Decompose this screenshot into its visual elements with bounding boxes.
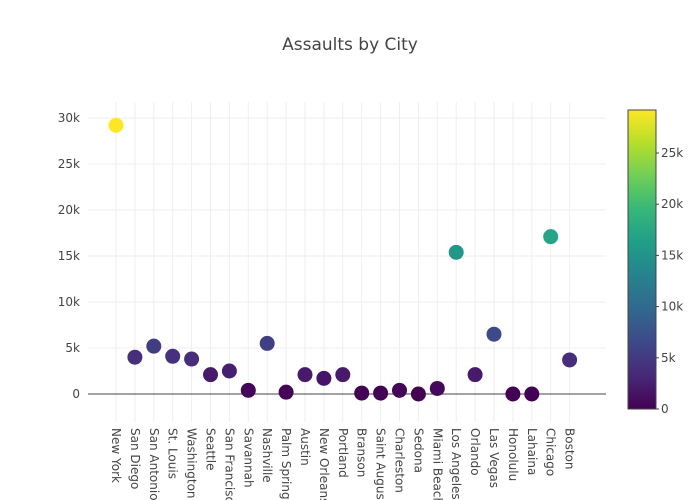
x-tick-label: Las Vegas (487, 428, 501, 488)
x-tick-label: Branson (355, 428, 369, 477)
data-point[interactable] (335, 367, 351, 383)
x-tick-label: Los Angeles (449, 428, 463, 500)
x-tick-label: Chicago (544, 428, 558, 476)
y-tick-label: 5k (65, 341, 80, 355)
x-tick-label: Portland (336, 428, 350, 478)
x-tick-label: Palm Springs (279, 428, 293, 500)
colorbar-tick-label: 10k (661, 300, 683, 314)
y-tick-label: 15k (58, 249, 80, 263)
x-tick-label: Boston (563, 428, 577, 469)
x-tick-label: Miami Beach (430, 428, 444, 500)
data-point[interactable] (203, 367, 218, 383)
data-point[interactable] (316, 370, 332, 386)
x-tick-label: Savannah (241, 428, 255, 488)
y-tick-label: 0 (72, 387, 80, 401)
y-axis-ticks: 0 5k 10k 15k 20k 25k 30k (58, 111, 80, 401)
data-point[interactable] (562, 352, 578, 368)
data-point[interactable] (354, 385, 370, 401)
x-tick-label: Orlando (468, 428, 482, 476)
x-tick-label: Saint Augustine (374, 428, 388, 500)
colorbar-tick-label: 20k (661, 197, 683, 211)
data-point[interactable] (221, 363, 237, 379)
data-point[interactable] (297, 367, 313, 383)
data-point[interactable] (429, 380, 445, 396)
y-tick-label: 30k (58, 111, 80, 125)
data-point[interactable] (259, 335, 275, 351)
y-tick-label: 25k (58, 157, 80, 171)
data-point[interactable] (486, 326, 502, 342)
colorbar: 0 5k 10k 15k 20k 25k (627, 109, 683, 416)
colorbar-tick-label: 25k (661, 146, 683, 160)
x-tick-label: Sedona (411, 428, 425, 473)
x-tick-label: San Antonio (147, 428, 161, 500)
data-point[interactable] (524, 386, 540, 402)
x-tick-label: New York (109, 428, 123, 483)
x-tick-label: San Francisco (222, 428, 236, 500)
x-tick-label: St. Louis (166, 428, 180, 479)
x-axis-ticks: New York San Diego San Antonio St. Louis Was… (109, 428, 577, 500)
x-tick-label: Nashville (260, 428, 274, 483)
data-point[interactable] (543, 229, 559, 245)
x-tick-label: Honolulu (506, 428, 520, 481)
x-tick-label: Lahaina (525, 428, 539, 475)
data-point[interactable] (410, 386, 426, 402)
grid-layer (88, 102, 606, 422)
data-point[interactable] (467, 367, 483, 383)
data-point[interactable] (448, 244, 464, 260)
colorbar-tick-label: 0 (661, 402, 669, 416)
colorbar-tick-label: 15k (661, 248, 683, 262)
x-tick-label: Charleston (393, 428, 407, 493)
x-tick-label: Austin (298, 428, 312, 466)
data-point[interactable] (165, 348, 181, 364)
y-tick-label: 20k (58, 203, 80, 217)
data-point[interactable] (146, 338, 162, 354)
data-point[interactable] (108, 117, 124, 133)
x-tick-label: New Orleans (317, 428, 331, 500)
data-point[interactable] (278, 384, 294, 400)
data-point[interactable] (127, 349, 143, 365)
data-points[interactable] (108, 117, 578, 402)
chart-title: Assaults by City (282, 35, 418, 55)
colorbar-gradient (627, 109, 657, 410)
data-point[interactable] (505, 386, 521, 402)
y-tick-label: 10k (58, 295, 80, 309)
data-point[interactable] (184, 351, 200, 367)
data-point[interactable] (373, 385, 389, 401)
x-tick-label: Seattle (204, 428, 218, 470)
colorbar-tick-label: 5k (661, 351, 676, 365)
x-tick-label: San Diego (128, 428, 142, 489)
data-point[interactable] (240, 382, 256, 398)
x-tick-label: Washington (185, 428, 199, 499)
data-point[interactable] (392, 382, 407, 398)
